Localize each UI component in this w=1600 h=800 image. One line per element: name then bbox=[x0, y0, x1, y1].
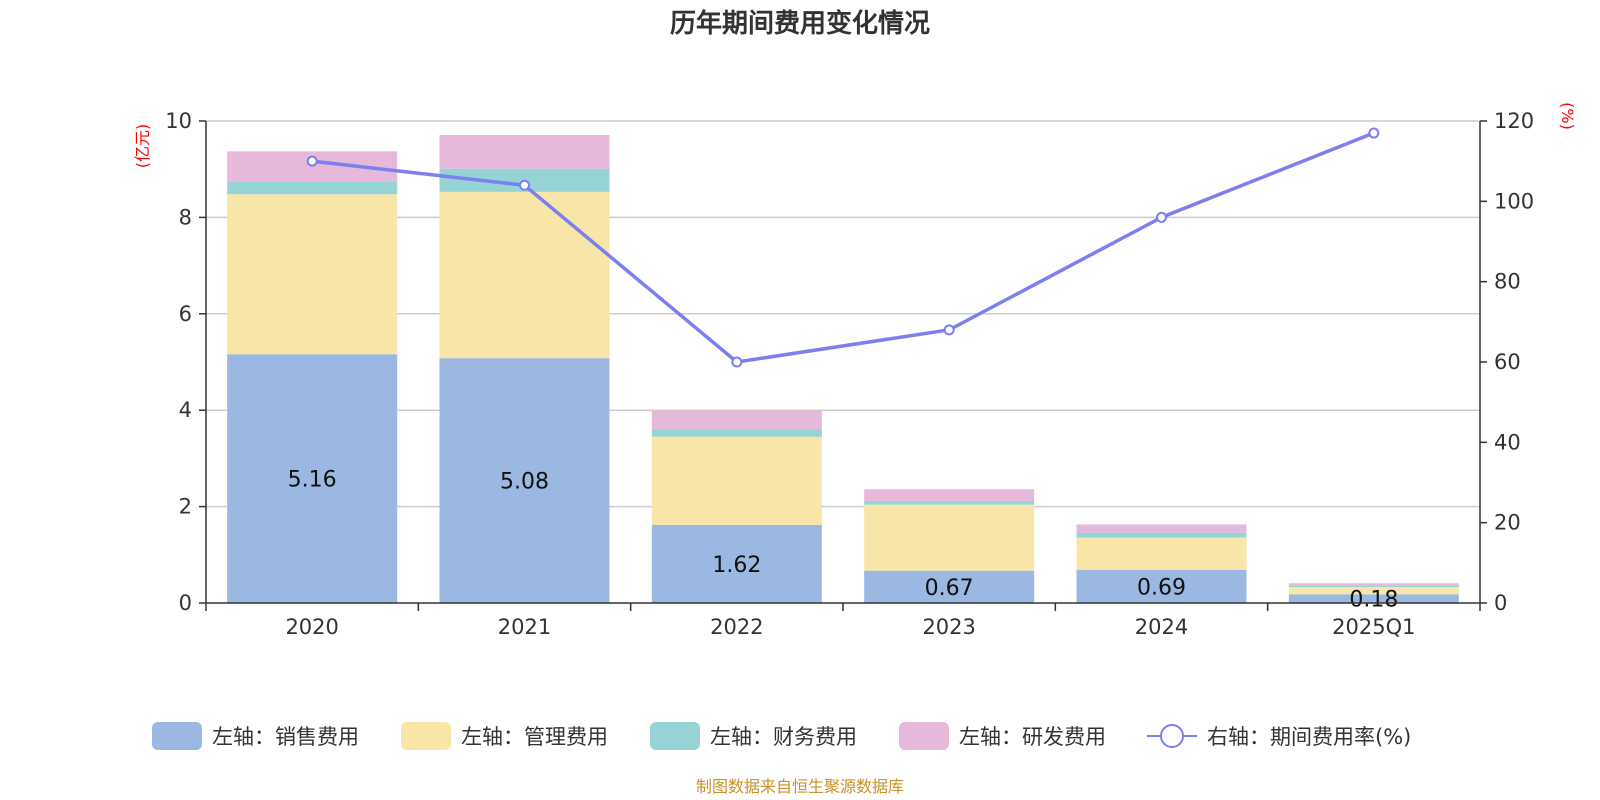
legend-label: 左轴：财务费用 bbox=[710, 725, 857, 749]
left-axis-unit: (亿元) bbox=[133, 124, 152, 169]
bar-segment-2 bbox=[864, 504, 1035, 571]
right-axis-tick-label: 60 bbox=[1494, 350, 1521, 374]
bar-segment-3 bbox=[1076, 532, 1247, 538]
x-axis-tick-label: 2021 bbox=[498, 615, 551, 639]
bar-segment-1 bbox=[651, 524, 822, 603]
x-axis-tick-label: 2020 bbox=[285, 615, 338, 639]
left-axis-tick-label: 4 bbox=[179, 398, 192, 422]
bar-data-label: 0.18 bbox=[1349, 588, 1398, 613]
rate-line-point bbox=[731, 356, 743, 368]
legend-swatch bbox=[152, 722, 202, 750]
rate-line-point bbox=[1156, 211, 1167, 223]
rate-line-point bbox=[1368, 127, 1380, 139]
bar-data-labels: 5.16 5.08 1.62 0.67 0.69 0.18 bbox=[288, 468, 1399, 613]
bar-data-label: 5.08 bbox=[500, 470, 549, 495]
legend-swatch bbox=[650, 722, 700, 750]
right-axis-tick-label: 100 bbox=[1494, 189, 1534, 213]
bar-segment-1 bbox=[1076, 569, 1247, 603]
legend-label: 左轴：销售费用 bbox=[212, 725, 359, 749]
bar-segment-4 bbox=[1288, 583, 1459, 586]
legend-label: 左轴：管理费用 bbox=[461, 725, 608, 749]
grid-lines bbox=[206, 120, 1480, 508]
left-axis-tick-label: 0 bbox=[179, 591, 192, 615]
bar-segment-1 bbox=[227, 354, 398, 603]
bar-data-label: 1.62 bbox=[712, 553, 761, 578]
bar-segment-3 bbox=[1288, 585, 1459, 588]
bar-data-label: 0.67 bbox=[925, 576, 974, 601]
bar-segment-4 bbox=[864, 489, 1035, 501]
bar-segment-3 bbox=[651, 429, 822, 437]
bar-segment-1 bbox=[1288, 594, 1459, 603]
left-axis-tick-label: 10 bbox=[165, 109, 192, 133]
right-axis-tick-label: 0 bbox=[1494, 591, 1507, 615]
right-axis-tick-label: 40 bbox=[1494, 430, 1521, 454]
bar-segment-2 bbox=[651, 436, 822, 525]
right-axis-unit: (%) bbox=[1558, 102, 1577, 130]
x-axis-tick-label: 2022 bbox=[710, 615, 763, 639]
bar-segment-4 bbox=[439, 134, 610, 169]
legend-line-marker bbox=[1160, 724, 1184, 748]
left-axis-tick-label: 8 bbox=[179, 205, 192, 229]
rate-line bbox=[311, 131, 1375, 364]
x-axis-tick-label: 2023 bbox=[922, 615, 975, 639]
right-axis-tick-label: 80 bbox=[1494, 270, 1521, 294]
bar-series bbox=[227, 134, 1459, 603]
chart-title: 历年期间费用变化情况 bbox=[670, 8, 930, 39]
bar-segment-2 bbox=[227, 194, 398, 355]
right-axis-tick-label: 120 bbox=[1494, 109, 1534, 133]
legend-swatch bbox=[899, 722, 949, 750]
legend-swatch bbox=[401, 722, 451, 750]
bar-segment-2 bbox=[1288, 587, 1459, 595]
bar-segment-1 bbox=[439, 358, 610, 603]
rate-line-point bbox=[519, 179, 530, 191]
bar-segment-2 bbox=[439, 191, 610, 359]
legend-label: 左轴：研发费用 bbox=[959, 725, 1106, 749]
x-axis-tick-label: 2025Q1 bbox=[1332, 615, 1415, 639]
bar-segment-4 bbox=[1076, 524, 1247, 533]
left-axis-tick-label: 6 bbox=[179, 302, 192, 326]
x-axis-tick-label: 2024 bbox=[1135, 615, 1188, 639]
bar-data-label: 5.16 bbox=[288, 468, 337, 493]
bar-segment-3 bbox=[227, 181, 398, 195]
right-axis-tick-label: 20 bbox=[1494, 511, 1521, 535]
source-footer: 制图数据来自恒生聚源数据库 bbox=[696, 777, 904, 796]
legend: 左轴：销售费用 左轴：管理费用 左轴：财务费用 左轴：研发费用 右轴：期间费用率(%) bbox=[152, 722, 1411, 750]
legend-label: 右轴：期间费用率(%) bbox=[1207, 725, 1411, 749]
bar-segment-1 bbox=[864, 570, 1035, 603]
left-axis-tick-label: 2 bbox=[179, 495, 192, 519]
bar-data-label: 0.69 bbox=[1137, 575, 1186, 600]
bar-segment-2 bbox=[1076, 537, 1247, 570]
rate-line-series bbox=[306, 127, 1380, 368]
rate-line-point bbox=[943, 324, 955, 336]
rate-line-point bbox=[306, 155, 318, 167]
bar-segment-3 bbox=[864, 500, 1035, 505]
bar-segment-4 bbox=[651, 410, 822, 430]
